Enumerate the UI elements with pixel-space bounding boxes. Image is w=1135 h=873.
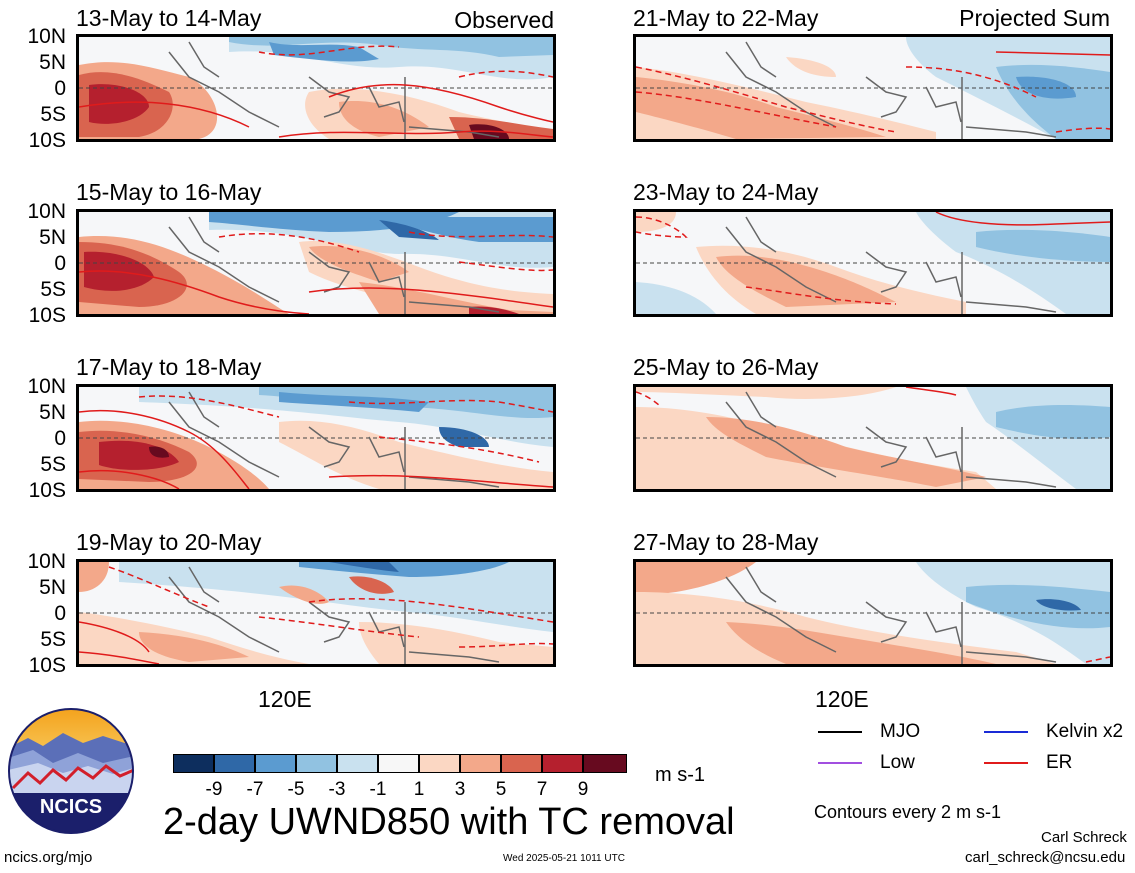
colorbar-units: m s-1 [655,764,705,786]
author-name: Carl Schreck [1041,829,1127,846]
lat-tick: 10S [28,654,66,677]
lat-tick: 5S [40,628,66,651]
legend-label: ER [1046,752,1073,773]
colorbar-swatch [378,754,419,773]
lat-tick: 10S [28,479,66,502]
lat-tick: 5N [39,401,66,424]
legend-label: Kelvin x2 [1046,721,1124,742]
colorbar-tick: 7 [536,779,548,800]
colorbar-tick: -1 [369,779,387,800]
lat-tick: 0 [54,252,66,275]
panel-date-title: 15-May to 16-May [76,179,262,205]
anomaly-map [76,209,556,317]
timestamp: Wed 2025-05-21 1011 UTC [503,853,625,864]
panel-date-title: 13-May to 14-May [76,5,262,31]
colorbar-tick: 1 [413,779,425,800]
panel-source-label: Observed [454,7,554,33]
logo-text: NCICS [40,796,102,818]
colorbar-swatch [501,754,542,773]
colorbar-tick: 9 [577,779,589,800]
panel-date-title: 17-May to 18-May [76,354,262,380]
lat-tick: 10N [27,375,66,398]
colorbar-swatch [542,754,583,773]
anomaly-map [76,559,556,667]
lat-tick: 10N [27,550,66,573]
lat-tick: 5S [40,278,66,301]
panel-source-label: Projected Sum [959,5,1110,31]
legend-line-er [984,762,1028,764]
colorbar-swatch [296,754,337,773]
colorbar-tick: -7 [246,779,264,800]
legend-line-low [818,762,862,764]
lat-tick: 0 [54,77,66,100]
colorbar-tick: 3 [454,779,466,800]
lat-tick: 5N [39,576,66,599]
lat-tick: 5N [39,226,66,249]
contour-note: Contours every 2 m s-1 [814,802,1002,822]
anomaly-map [633,384,1113,492]
anomaly-map [76,34,556,142]
legend-label: Low [880,752,915,773]
lat-tick: 5N [39,51,66,74]
figure-title: 2-day UWND850 with TC removal [163,801,735,843]
colorbar-swatch [337,754,378,773]
lat-tick: 10N [27,200,66,223]
panel-date-title: 27-May to 28-May [633,529,819,555]
lat-tick: 10N [27,25,66,48]
colorbar-tick: -5 [287,779,305,800]
colorbar-tick: -3 [328,779,346,800]
lat-tick: 10S [28,304,66,327]
source-url[interactable]: ncics.org/mjo [4,849,93,866]
anomaly-map [633,559,1113,667]
panel-date-title: 23-May to 24-May [633,179,819,205]
anomaly-map [633,209,1113,317]
colorbar-swatch [214,754,255,773]
anomaly-map [76,384,556,492]
colorbar-swatch [460,754,501,773]
legend-label: MJO [880,721,921,742]
lat-tick: 5S [40,103,66,126]
colorbar-tick: -9 [205,779,223,800]
lon-tick-right: 120E [815,686,869,712]
colorbar-swatch [173,754,214,773]
lon-tick-left: 120E [258,686,312,712]
author-email[interactable]: carl_schreck@ncsu.edu [965,849,1126,866]
legend-line-mjo [818,731,862,733]
colorbar-swatch [255,754,296,773]
ncics-logo: NCICS [8,708,134,834]
panel-date-title: 21-May to 22-May [633,5,819,31]
anomaly-map [633,34,1113,142]
panel-date-title: 25-May to 26-May [633,354,819,380]
lat-tick: 5S [40,453,66,476]
colorbar-tick: 5 [495,779,507,800]
panel-date-title: 19-May to 20-May [76,529,262,555]
colorbar-swatch [419,754,460,773]
lat-tick: 0 [54,602,66,625]
lat-tick: 10S [28,129,66,152]
colorbar-swatch [583,754,627,773]
colorbar: -9 -7 -5 -3 -1 1 3 5 7 9 [173,754,627,804]
legend-line-kelvin [984,731,1028,733]
lat-tick: 0 [54,427,66,450]
